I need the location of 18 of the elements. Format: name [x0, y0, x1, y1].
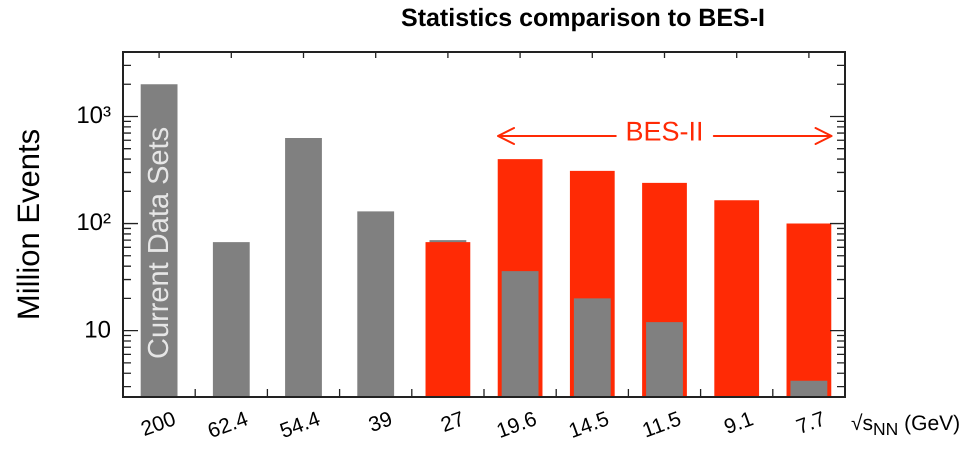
x-tick-label: 62.4 — [204, 407, 252, 443]
legend-label: BES-II — [625, 116, 704, 147]
x-tick-label: 39 — [366, 407, 396, 437]
x-tick-label: 19.6 — [494, 407, 540, 443]
y-axis-title: Million Events — [11, 128, 46, 320]
x-tick-label: 54.4 — [276, 407, 324, 443]
x-tick-label: 200 — [138, 407, 179, 441]
series-label: Current Data Sets — [143, 126, 176, 359]
x-tick-label: 9.1 — [721, 407, 756, 439]
y-tick-label: 10³ — [76, 102, 112, 130]
x-tick-label: 27 — [438, 407, 468, 437]
y-tick-label: 10² — [76, 209, 112, 236]
y-tick-label: 10 — [84, 316, 111, 344]
x-tick-label: 7.7 — [793, 407, 829, 439]
x-tick-label: 14.5 — [566, 407, 612, 443]
x-axis-title: √s$_{NN}$ (GeV) — [851, 412, 960, 440]
x-tick-label: 11.5 — [639, 407, 684, 442]
chart-title: Statistics comparison to BES-I — [401, 4, 765, 33]
